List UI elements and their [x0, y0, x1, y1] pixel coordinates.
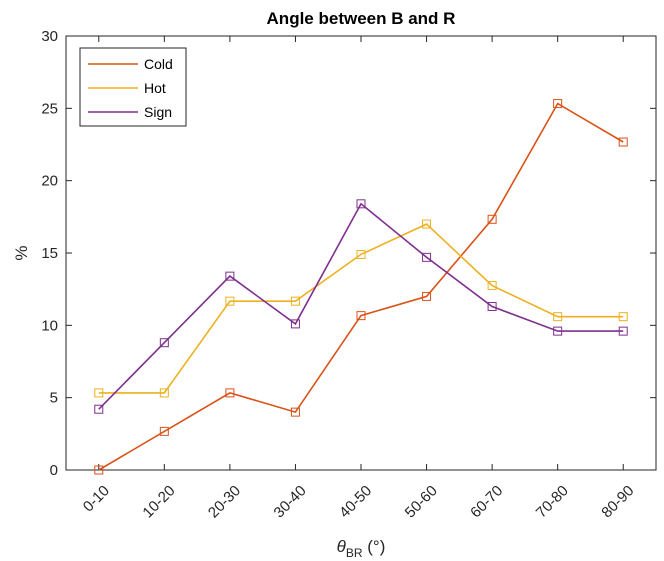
series-hot	[94, 219, 628, 398]
y-tick-label: 25	[41, 100, 58, 117]
data-point	[618, 312, 628, 322]
legend-entry: Hot	[144, 80, 166, 96]
data-point	[94, 388, 104, 398]
data-point	[422, 219, 432, 229]
legend: Cold Hot Sign	[79, 47, 187, 127]
x-axis-label: θBR (°)	[337, 537, 386, 560]
data-point	[159, 388, 169, 398]
legend-entry: Cold	[144, 56, 173, 72]
series-line	[98, 102, 624, 471]
y-tick-label: 10	[41, 317, 58, 334]
data-point	[159, 338, 169, 348]
data-point	[225, 388, 235, 398]
data-point	[356, 249, 366, 259]
legend-entry: Sign	[144, 104, 172, 120]
x-axis-label-symbol: θ	[337, 537, 347, 556]
series-layer	[94, 99, 628, 475]
data-point	[553, 312, 563, 322]
data-point	[225, 296, 235, 306]
y-tick-label: 5	[50, 390, 58, 407]
x-tick-label: 60-70	[467, 482, 506, 521]
y-tick-label: 20	[41, 173, 58, 190]
series-cold	[94, 99, 628, 475]
y-tick-label: 30	[41, 28, 58, 45]
x-tick-label: 0-10	[80, 482, 113, 515]
x-tick-label: 10-20	[139, 482, 178, 521]
x-tick-label: 50-60	[402, 482, 441, 521]
y-tick-label: 0	[50, 462, 58, 479]
x-tick-label: 80-90	[598, 482, 637, 521]
series-sign	[94, 199, 628, 414]
data-point	[487, 214, 497, 224]
y-tick-label: 15	[41, 245, 58, 262]
y-axis-label: %	[12, 245, 31, 260]
data-point	[356, 199, 366, 209]
data-point	[487, 281, 497, 291]
x-tick-label: 70-80	[533, 482, 572, 521]
data-point	[553, 326, 563, 336]
data-point	[618, 137, 628, 147]
x-axis-label-unit: (°)	[363, 537, 386, 556]
data-point	[487, 302, 497, 312]
data-point	[618, 326, 628, 336]
data-point	[159, 426, 169, 436]
data-point	[290, 319, 300, 329]
x-axis-label-subscript: BR	[346, 546, 363, 560]
data-point	[225, 271, 235, 281]
x-tick-label: 20-30	[205, 482, 244, 521]
data-point	[94, 404, 104, 414]
data-point	[553, 99, 563, 109]
x-tick-label: 30-40	[271, 482, 310, 521]
data-point	[290, 296, 300, 306]
data-point	[356, 311, 366, 321]
x-tick-label: 40-50	[336, 482, 375, 521]
data-point	[422, 291, 432, 301]
y-axis: 0 5 10 15 20 25 30	[41, 28, 656, 479]
legend-box	[79, 47, 187, 127]
data-point	[422, 252, 432, 262]
chart-title: Angle between B and R	[267, 9, 456, 28]
data-point	[290, 407, 300, 417]
series-line	[98, 202, 624, 410]
series-line	[98, 223, 624, 394]
data-point	[94, 465, 104, 475]
